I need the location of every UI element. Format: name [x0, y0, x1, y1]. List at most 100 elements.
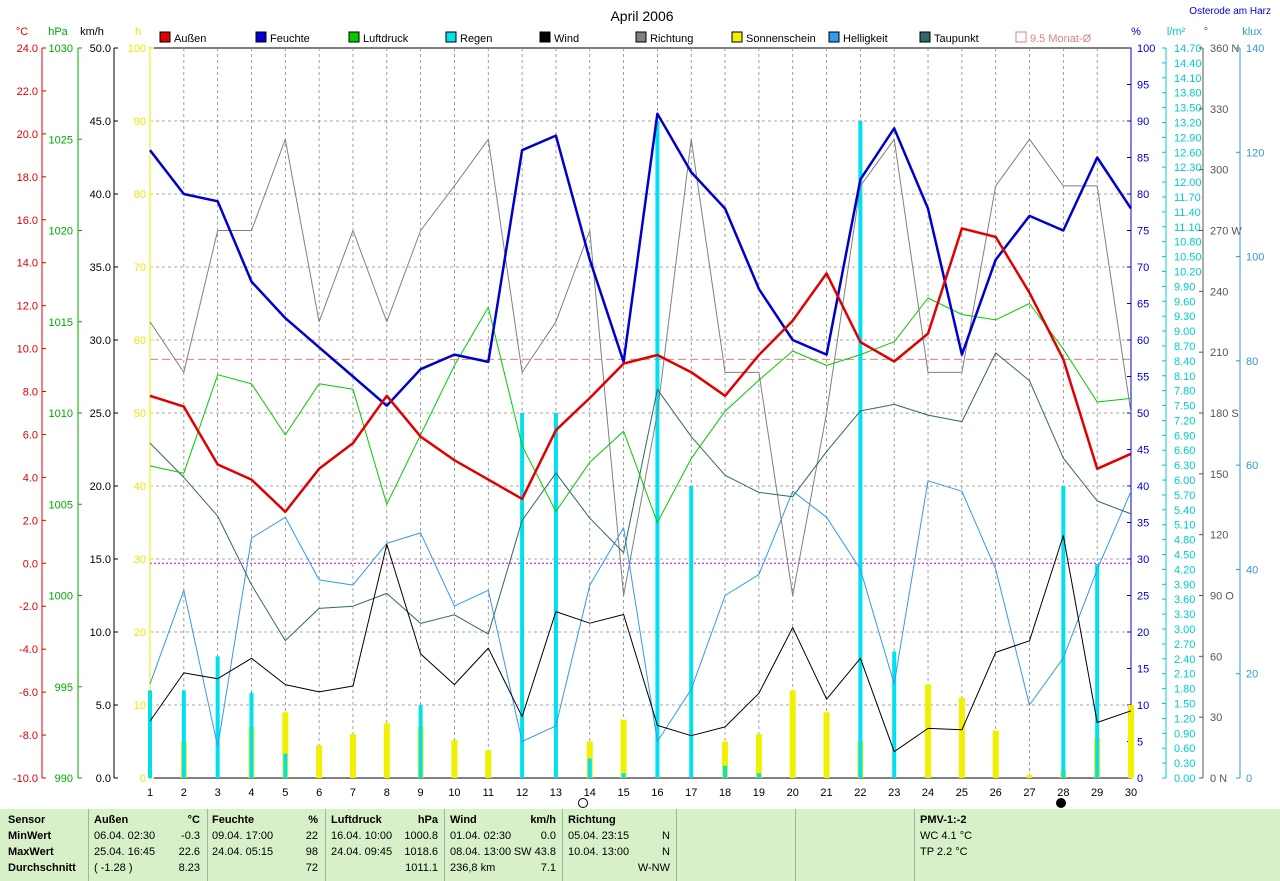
statistics-table: Sensor Außen °C Feuchte % Luftdruck hPa … [0, 809, 1280, 881]
series-line-außen [149, 227, 1132, 514]
rain-tick-label: 5.70 [1174, 490, 1195, 502]
rain-bar [756, 773, 761, 778]
feuchte-min-value: 22 [305, 830, 318, 842]
x-tick-label: 29 [1091, 787, 1103, 799]
x-tick-label: 12 [516, 787, 528, 799]
humidity-tick-label: 40 [1137, 481, 1149, 493]
rain-tick-label: 12.00 [1174, 177, 1202, 189]
sunshine-bar [1026, 775, 1033, 778]
direction-tick-label: 210 [1210, 347, 1228, 359]
temp-tick-label: 0.0 [23, 558, 38, 570]
brightness-tick-label: 120 [1246, 147, 1264, 159]
wind-tick-label: 20.0 [90, 481, 111, 493]
axes: °C24.022.020.018.016.014.012.010.08.06.0… [13, 26, 1264, 799]
pressure-tick-label: 1010 [49, 408, 73, 420]
aussen-header: Außen [94, 814, 129, 826]
rain-tick-label: 9.90 [1174, 281, 1195, 293]
x-tick-label: 4 [248, 787, 254, 799]
rain-tick-label: 3.30 [1174, 609, 1195, 621]
sun-tick-label: 70 [134, 262, 146, 274]
series-lines [149, 112, 1133, 753]
temp-tick-label: 16.0 [17, 215, 38, 227]
rain-tick-label: 3.90 [1174, 579, 1195, 591]
rain-tick-label: 1.20 [1174, 713, 1195, 725]
sun-tick-label: 80 [134, 189, 146, 201]
location-link[interactable]: Osterode am Harz [1189, 6, 1271, 17]
rain-bar [553, 413, 558, 778]
brightness-tick-label: 80 [1246, 356, 1258, 368]
temp-tick-label: -8.0 [19, 730, 38, 742]
rain-tick-label: 7.20 [1174, 415, 1195, 427]
sunshine-bar [722, 741, 729, 778]
pmv-wc: WC 4.1 °C [920, 830, 973, 842]
pressure-tick-label: 1030 [49, 43, 73, 55]
humidity-tick-label: 100 [1137, 43, 1155, 55]
rain-bar [858, 121, 863, 778]
sunshine-bar [316, 745, 323, 778]
legend-label: Feuchte [270, 33, 310, 45]
brightness-tick-label: 140 [1246, 43, 1264, 55]
wind-tick-label: 5.0 [96, 700, 111, 712]
rain-tick-label: 3.60 [1174, 594, 1195, 606]
aussen-max-value: 22.6 [178, 846, 200, 858]
direction-tick-label: 150 [1210, 469, 1228, 481]
direction-tick-label: 120 [1210, 530, 1228, 542]
x-tick-label: 1 [147, 787, 153, 799]
temp-tick-label: 12.0 [17, 301, 38, 313]
series-line-richtung [149, 138, 1132, 596]
rain-tick-label: 0.30 [1174, 758, 1195, 770]
sun-tick-label: 60 [134, 335, 146, 347]
series-line-wind [149, 535, 1132, 753]
wind-max-time: 08.04. 13:00 [450, 846, 512, 858]
x-tick-label: 2 [181, 787, 187, 799]
humidity-tick-label: 50 [1137, 408, 1149, 420]
temp-tick-label: 24.0 [17, 43, 38, 55]
rain-bar [520, 413, 525, 778]
brightness-tick-label: 40 [1246, 564, 1258, 576]
rain-tick-label: 14.40 [1174, 58, 1202, 70]
sunshine-bar [485, 750, 492, 778]
feuchte-header: Feuchte [212, 814, 255, 826]
richtung-min-value: N [662, 830, 670, 842]
x-tick-label: 26 [990, 787, 1002, 799]
legend-swatch [919, 31, 931, 43]
rain-tick-label: 7.50 [1174, 401, 1195, 413]
wind-tick-label: 15.0 [90, 554, 111, 566]
legend-label: 9.5 Monat-Ø [1030, 33, 1092, 45]
x-tick-label: 13 [550, 787, 562, 799]
x-tick-label: 27 [1023, 787, 1035, 799]
series-line-taupunkt [149, 352, 1132, 642]
humidity-tick-label: 0 [1137, 773, 1143, 785]
rain-bar [1095, 563, 1100, 778]
rain-tick-label: 13.20 [1174, 117, 1202, 129]
legend-label: Regen [460, 33, 492, 45]
wind-min-time: 01.04. 02:30 [450, 830, 512, 842]
legend-label: Richtung [650, 33, 693, 45]
rain-tick-label: 9.00 [1174, 326, 1195, 338]
rain-bar [655, 121, 660, 778]
rain-tick-label: 1.50 [1174, 699, 1195, 711]
rain-bar [723, 765, 728, 778]
luftdruck-max-time: 24.04. 09:45 [331, 846, 393, 858]
temp-axis-unit: °C [16, 26, 28, 38]
series-line-helligkeit [149, 480, 1132, 748]
full-moon-icon [578, 798, 588, 808]
x-tick-label: 21 [820, 787, 832, 799]
humidity-tick-label: 15 [1137, 664, 1149, 676]
sun-tick-label: 0 [140, 773, 146, 785]
rain-tick-label: 6.30 [1174, 460, 1195, 472]
rain-bar [249, 692, 254, 778]
weather-chart: April 2006 Osterode am Harz °C24.022.020… [13, 6, 1271, 808]
sunshine-bar [282, 712, 289, 778]
direction-tick-label: 240 [1210, 286, 1228, 298]
richtung-header: Richtung [568, 814, 616, 826]
wind-tick-label: 0.0 [96, 773, 111, 785]
rain-tick-label: 9.60 [1174, 296, 1195, 308]
feuchte-min-time: 09.04. 17:00 [212, 830, 274, 842]
wind-avg-value: 7.1 [540, 862, 556, 874]
temp-tick-label: 10.0 [17, 344, 38, 356]
temp-tick-label: -2.0 [19, 601, 38, 613]
wind-max-value: SW 43.8 [513, 846, 556, 858]
rain-tick-label: 2.10 [1174, 669, 1195, 681]
x-tick-label: 16 [651, 787, 663, 799]
